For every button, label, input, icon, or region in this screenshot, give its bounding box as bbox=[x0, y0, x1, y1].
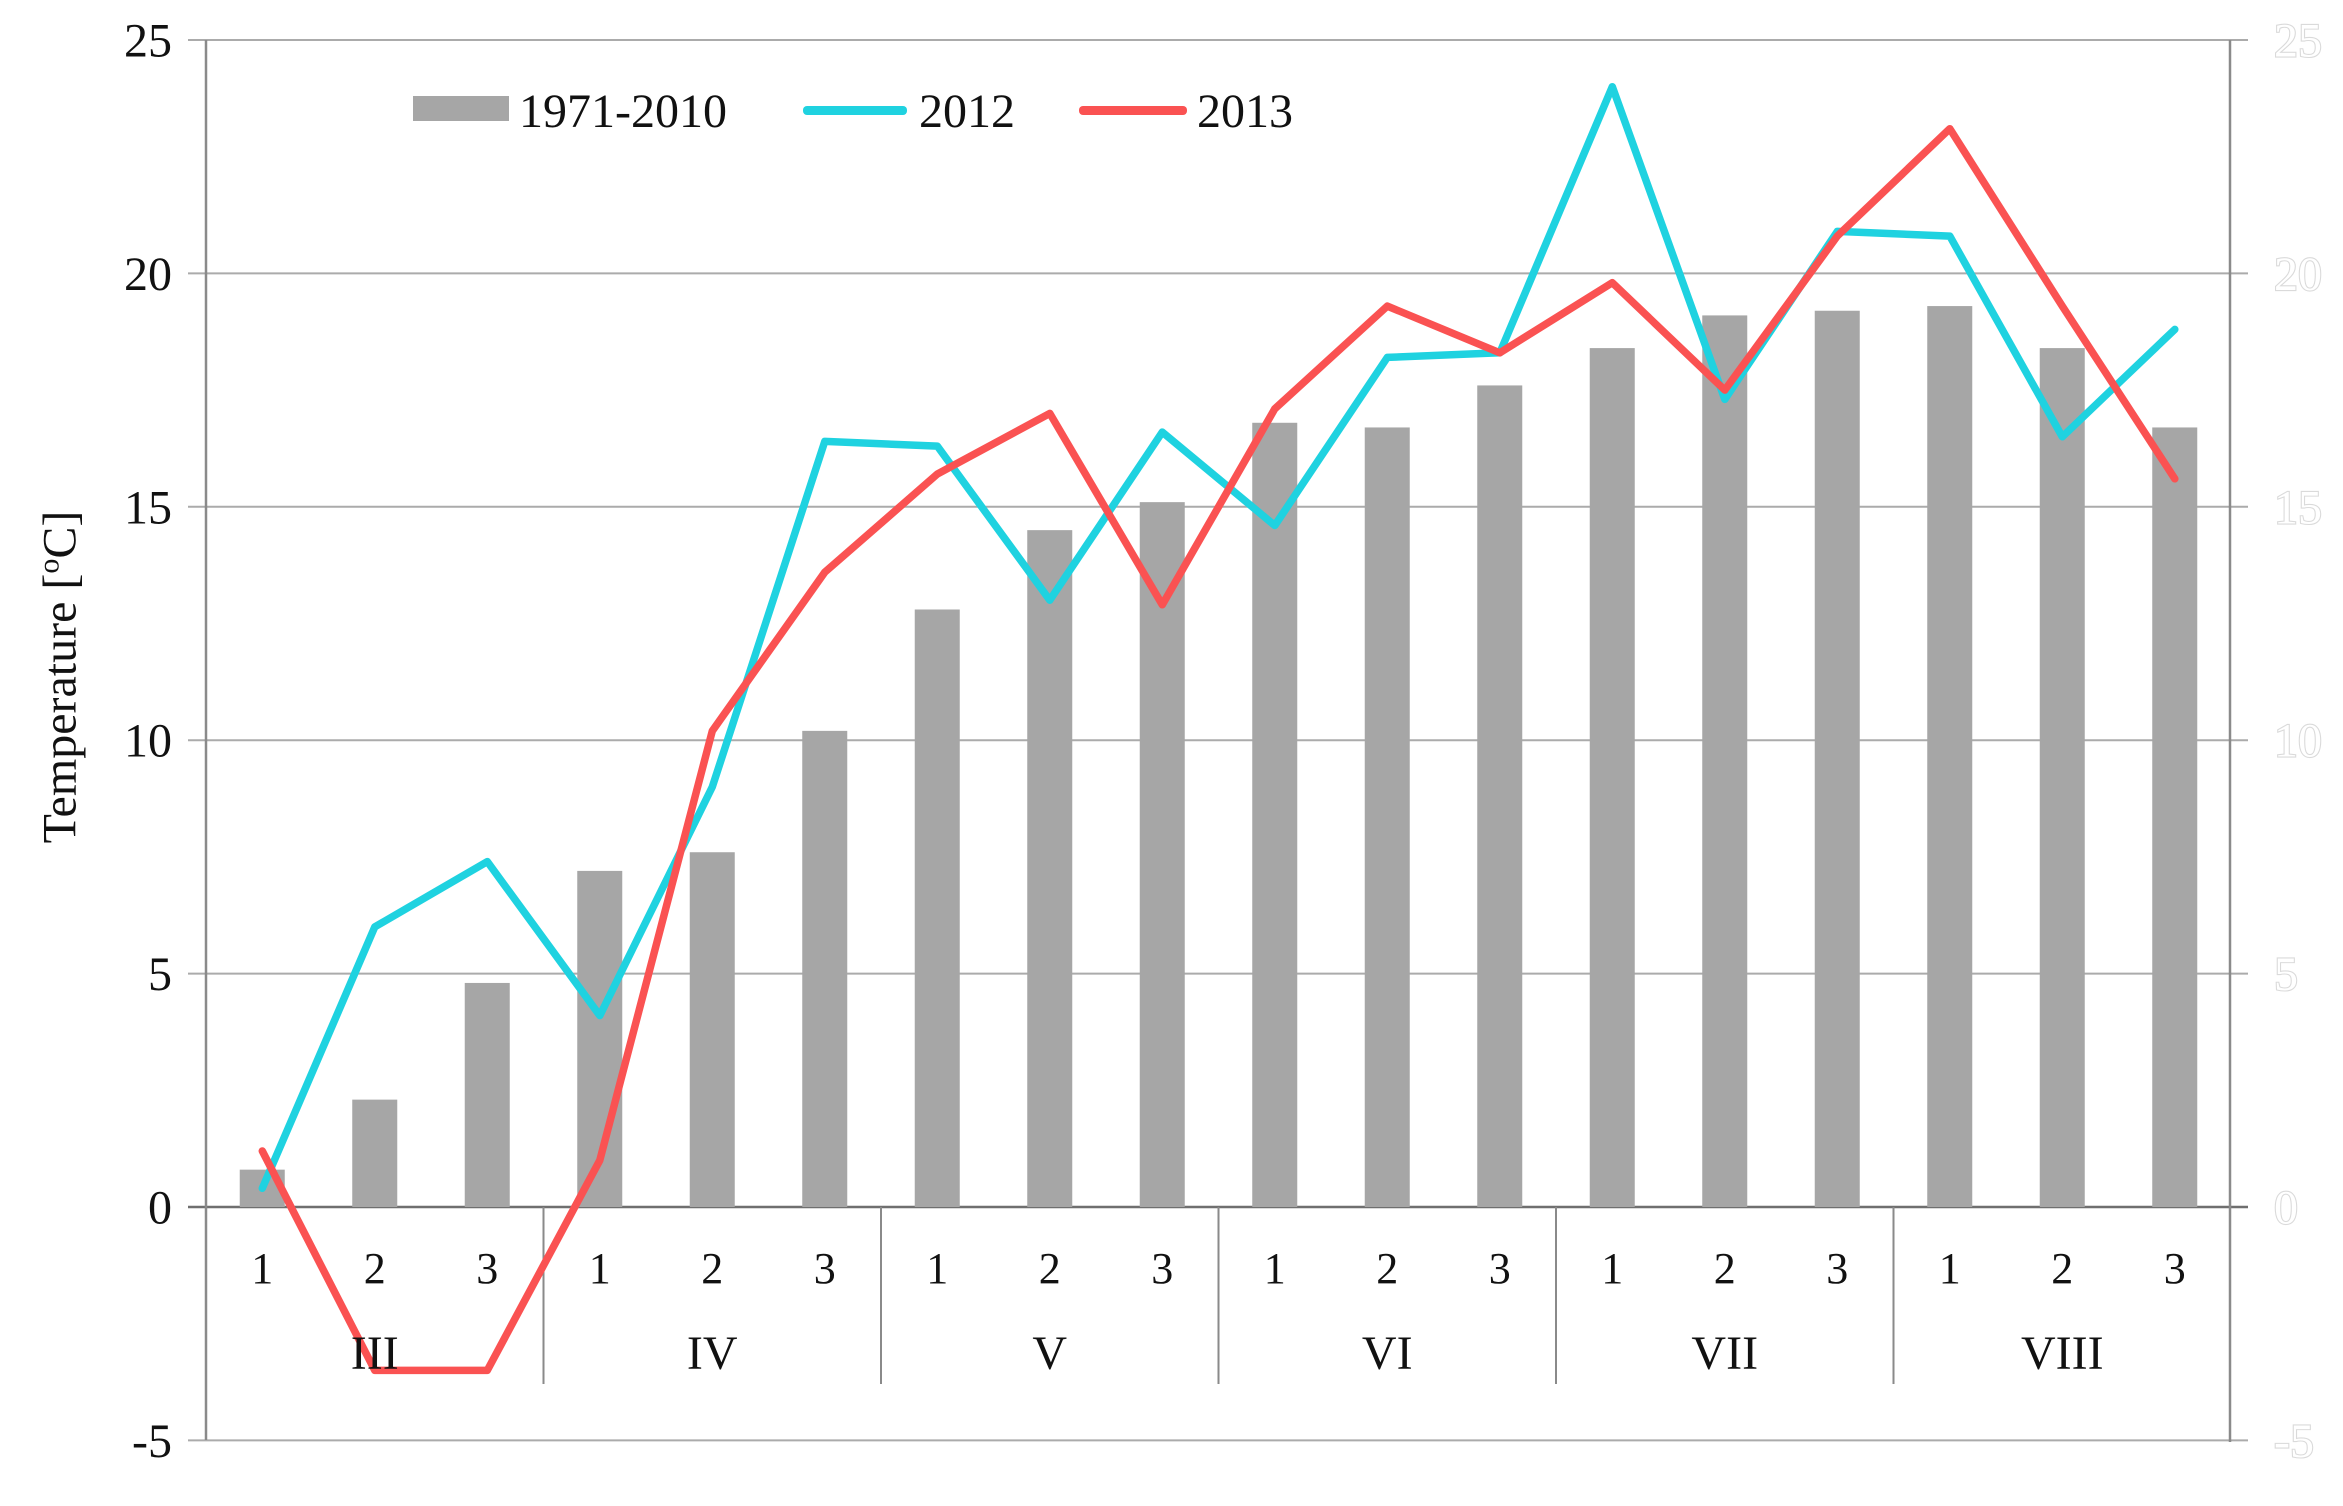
month-label: III bbox=[351, 1327, 399, 1380]
bar bbox=[689, 852, 735, 1207]
decade-label: 1 bbox=[589, 1244, 611, 1293]
decade-label: 3 bbox=[814, 1244, 836, 1293]
bar bbox=[2039, 348, 2085, 1207]
month-label: VII bbox=[1691, 1327, 1758, 1380]
decade-label: 2 bbox=[1376, 1244, 1398, 1293]
decade-label: 1 bbox=[1601, 1244, 1623, 1293]
y-tick-label-left: 5 bbox=[148, 948, 172, 1001]
y-tick-label-right: 10 bbox=[2274, 715, 2322, 768]
series-line-2012 bbox=[258, 82, 2179, 1193]
decade-label: 3 bbox=[1489, 1244, 1511, 1293]
bar bbox=[1477, 385, 1523, 1207]
bar bbox=[802, 730, 848, 1207]
legend-bar-swatch-icon bbox=[413, 96, 509, 121]
y-tick-label-right: 0 bbox=[2274, 1182, 2298, 1235]
decade-label: 1 bbox=[1939, 1244, 1961, 1293]
y-axis-title-text: Temperature [ bbox=[33, 573, 87, 844]
decade-label: 1 bbox=[926, 1244, 948, 1293]
y-tick-label-left: 0 bbox=[148, 1182, 172, 1235]
legend-line-2013-swatch-icon bbox=[1079, 106, 1187, 115]
y-axis-title: Temperature [oC] bbox=[33, 511, 88, 844]
month-label: VIII bbox=[2021, 1327, 2104, 1380]
decade-label: 2 bbox=[2051, 1244, 2073, 1293]
decade-label: 1 bbox=[251, 1244, 273, 1293]
bar bbox=[1702, 315, 1748, 1207]
y-tick-label-left: 15 bbox=[124, 481, 172, 534]
bar bbox=[1252, 422, 1298, 1207]
y-axis-title-unit: C] bbox=[33, 510, 87, 559]
degree-symbol: o bbox=[32, 558, 66, 574]
decade-label: 2 bbox=[364, 1244, 386, 1293]
decade-label: 1 bbox=[1264, 1244, 1286, 1293]
bar bbox=[1814, 310, 1860, 1207]
bar bbox=[1364, 427, 1410, 1208]
bar bbox=[1027, 530, 1073, 1207]
decade-label: 3 bbox=[1151, 1244, 1173, 1293]
decade-label: 3 bbox=[2164, 1244, 2186, 1293]
decade-label: 2 bbox=[1039, 1244, 1061, 1293]
legend-label-2013: 2013 bbox=[1197, 85, 1293, 138]
month-label: VI bbox=[1362, 1327, 1413, 1380]
bar bbox=[1927, 306, 1973, 1207]
bar bbox=[1589, 348, 1635, 1207]
bar bbox=[1139, 502, 1185, 1208]
y-tick-label-right: 15 bbox=[2274, 481, 2322, 534]
bar bbox=[352, 1099, 398, 1207]
legend-line-2012-swatch-icon bbox=[803, 106, 907, 115]
y-tick-label-right: 20 bbox=[2274, 248, 2322, 301]
decade-label: 3 bbox=[1826, 1244, 1848, 1293]
month-label: IV bbox=[687, 1327, 738, 1380]
y-tick-label-left: -5 bbox=[132, 1415, 172, 1468]
y-tick-label-right: -5 bbox=[2274, 1415, 2314, 1468]
y-tick-label-right: 5 bbox=[2274, 948, 2298, 1001]
legend-label-2012: 2012 bbox=[919, 85, 1015, 138]
y-tick-label-left: 25 bbox=[124, 15, 172, 68]
y-tick-label-left: 20 bbox=[124, 248, 172, 301]
decade-label: 3 bbox=[476, 1244, 498, 1293]
month-label: V bbox=[1032, 1327, 1067, 1380]
legend-label-normals: 1971-2010 bbox=[519, 85, 727, 138]
series-line-2013 bbox=[258, 124, 2179, 1375]
y-tick-label-right: 25 bbox=[2274, 15, 2322, 68]
y-tick-label-left: 10 bbox=[124, 715, 172, 768]
bar bbox=[914, 609, 960, 1207]
decade-label: 2 bbox=[1714, 1244, 1736, 1293]
bar bbox=[2152, 427, 2198, 1208]
bar bbox=[464, 982, 510, 1207]
decade-label: 2 bbox=[701, 1244, 723, 1293]
